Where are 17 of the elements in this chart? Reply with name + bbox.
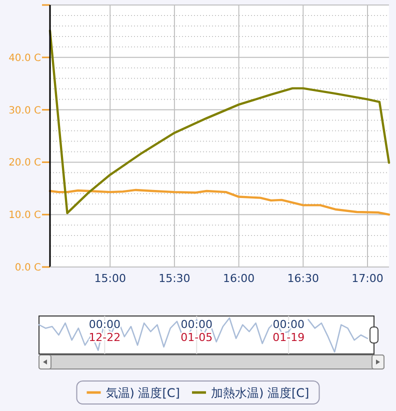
x-tick-label: 16:30 <box>287 272 320 285</box>
x-tick-label: 15:00 <box>94 272 126 285</box>
line-series <box>48 188 390 216</box>
x-tick-label: 15:30 <box>158 272 190 285</box>
legend-label: 加熱水温) 温度[C] <box>211 386 310 400</box>
x-tick-label: 17:00 <box>352 272 384 285</box>
line-series <box>48 30 390 214</box>
legend-label: 気温) 温度[C] <box>106 386 180 400</box>
x-tick-label: 16:00 <box>222 272 255 285</box>
y-tick-label: 10.0 C <box>8 210 42 222</box>
y-tick-label: 30.0 C <box>8 105 42 116</box>
x-tick-label: 00:00 01-19 <box>272 318 305 344</box>
x-tick-label: 00:00 01-05 <box>180 318 213 344</box>
y-tick-label: 0.0 C <box>14 262 42 274</box>
y-tick-label: 40.0 C <box>8 52 42 64</box>
x-tick-label: 00:00 12-22 <box>88 318 121 344</box>
y-tick-label: 20.0 C <box>8 158 42 169</box>
